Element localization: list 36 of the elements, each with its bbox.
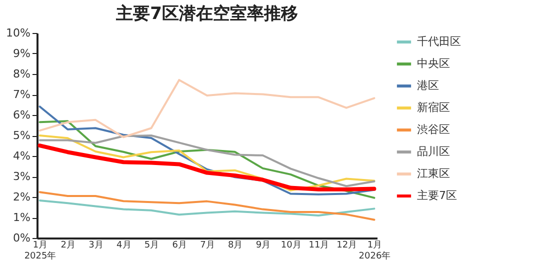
- line-series: [38, 199, 376, 216]
- x-tick-label: 3月: [88, 240, 104, 250]
- x-tick-label: 5月: [144, 240, 160, 250]
- line-series: [38, 120, 376, 199]
- x-tick-label: 7月: [200, 240, 215, 250]
- y-tick-label: 9%: [13, 47, 30, 60]
- y-tick-label: 2%: [13, 190, 30, 204]
- legend-label: 江東区: [417, 167, 450, 180]
- legend-label: 千代田区: [417, 35, 461, 48]
- y-tick-label: 3%: [13, 170, 30, 183]
- legend-label: 主要7区: [417, 189, 457, 202]
- y-tick-label: 10%: [6, 26, 30, 40]
- x-tick-label: 2月: [60, 240, 76, 250]
- y-tick-label: 6%: [13, 108, 30, 122]
- y-tick-label: 7%: [13, 88, 30, 101]
- x-tick-label: 9月: [256, 240, 271, 250]
- y-tick-label: 5%: [13, 129, 30, 142]
- legend-label: 渋谷区: [417, 123, 450, 136]
- x-tick-label: 4月: [116, 240, 132, 250]
- legend-label: 中央区: [417, 57, 450, 70]
- chart-title: 主要7区潜在空室率推移: [115, 4, 298, 24]
- y-tick-label: 4%: [13, 150, 30, 162]
- x-tick-label: 10月: [280, 240, 302, 250]
- y-tick-label: 1%: [13, 211, 30, 224]
- line-series: [38, 191, 376, 221]
- x-tick-label: 6月: [172, 240, 187, 250]
- x-tick-label: 12月: [336, 240, 358, 250]
- x-tick-label: 1月 2026年: [358, 240, 391, 262]
- x-tick-label: 8月: [228, 240, 243, 250]
- legend-label: 品川区: [417, 145, 450, 158]
- x-tick-label: 11月: [308, 240, 330, 250]
- line-series: [38, 78, 376, 138]
- y-tick-label: 8%: [13, 68, 30, 80]
- legend-label: 港区: [417, 79, 439, 92]
- line-series: [38, 144, 376, 192]
- legend-label: 新宿区: [417, 101, 450, 114]
